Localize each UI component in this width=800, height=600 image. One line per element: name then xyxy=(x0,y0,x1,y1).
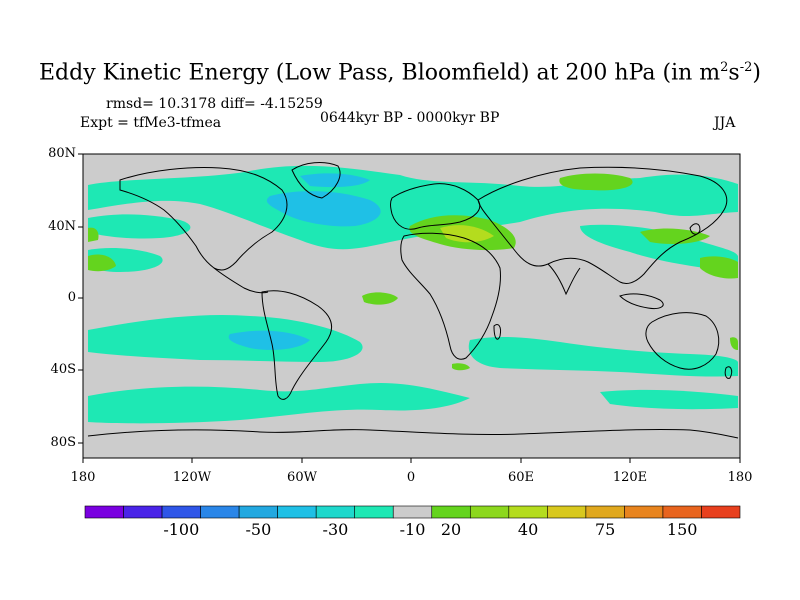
title-end: ) xyxy=(752,60,761,86)
lon-label: 120W xyxy=(172,470,212,485)
field-pacific-east xyxy=(580,224,738,272)
field-australia-green xyxy=(730,337,738,350)
lon-label: 180 xyxy=(70,470,96,485)
field-asia-green xyxy=(559,173,633,191)
coast-india xyxy=(547,263,581,296)
lon-label: 0 xyxy=(406,470,416,485)
axis-ticks xyxy=(78,153,741,463)
coast-madagascar xyxy=(493,323,501,340)
field-west-green xyxy=(88,227,99,242)
period-text: 0644kyr BP - 0000kyr BP xyxy=(320,110,500,126)
colorbar-box xyxy=(469,505,510,519)
coast-maritime xyxy=(619,293,664,309)
field-south-pacific-core xyxy=(228,330,310,350)
coast-antarctica xyxy=(87,428,739,439)
stats-text: rmsd= 10.3178 diff= -4.15259 xyxy=(106,96,323,112)
colorbar-box xyxy=(392,505,433,519)
lon-label: 60E xyxy=(507,470,535,485)
colorbar-label: -100 xyxy=(163,520,200,539)
field-south-green xyxy=(452,363,470,371)
colorbar-box xyxy=(508,505,548,519)
field-north-atlantic-core-2 xyxy=(300,173,370,188)
coast-greenland xyxy=(291,162,341,199)
colorbar-box xyxy=(624,505,664,519)
anomaly-fields xyxy=(88,165,738,424)
colorbar-box xyxy=(662,505,702,519)
field-southern-ocean-east xyxy=(600,389,738,410)
colorbar-box xyxy=(123,505,163,519)
expt-text: Expt = tfMe3-tfmea xyxy=(80,115,222,131)
colorbar-label: -30 xyxy=(322,520,349,539)
lon-label: 60W xyxy=(287,470,317,485)
title-sup-1: 2 xyxy=(720,60,729,75)
field-mediterranean-core xyxy=(440,225,494,243)
coast-south-america xyxy=(261,290,333,400)
field-wpac-green xyxy=(88,254,116,272)
season-text: JJA xyxy=(714,115,736,131)
field-atlantic-green xyxy=(362,292,398,305)
colorbar-label: -50 xyxy=(245,520,272,539)
lon-label: 180 xyxy=(727,470,753,485)
field-pacific-green-east xyxy=(700,256,738,279)
colorbar-box xyxy=(161,505,201,519)
field-south-pacific xyxy=(88,314,363,362)
title-text: Eddy Kinetic Energy (Low Pass, Bloomfiel… xyxy=(39,60,721,86)
coast-new-zealand xyxy=(724,366,733,379)
colorbar-box xyxy=(547,505,587,519)
colorbar-box xyxy=(238,505,278,519)
coast-japan xyxy=(689,223,701,235)
colorbar-box xyxy=(84,505,124,519)
field-north-atlantic-core xyxy=(266,191,381,227)
colorbar-box xyxy=(354,505,394,519)
lat-label: 40N xyxy=(48,219,76,234)
field-southern-ocean xyxy=(88,382,470,424)
colorbar-box xyxy=(585,505,625,519)
coast-australia xyxy=(645,312,720,370)
colorbar-boxes xyxy=(84,505,741,519)
coastlines xyxy=(87,162,739,439)
colorbar-label: 20 xyxy=(440,520,462,539)
lat-label: 80N xyxy=(48,146,76,161)
field-north-pacific-band xyxy=(88,214,191,239)
lat-label: 0 xyxy=(67,290,76,305)
coast-asia xyxy=(477,166,728,285)
lat-label: 80S xyxy=(50,435,76,450)
colorbar-box xyxy=(200,505,240,519)
coast-europe xyxy=(390,183,481,230)
colorbar-label: 40 xyxy=(517,520,539,539)
coast-africa xyxy=(400,232,501,360)
title-mid: s xyxy=(728,60,740,86)
lat-label: 40S xyxy=(50,362,76,377)
lon-label: 120E xyxy=(612,470,648,485)
title-sup-2: -2 xyxy=(739,60,753,75)
colorbar-label: 75 xyxy=(594,520,616,539)
colorbar-label: -10 xyxy=(399,520,426,539)
colorbar-label: 150 xyxy=(666,520,698,539)
field-south-indian xyxy=(468,336,738,377)
colorbar-box xyxy=(315,505,356,519)
colorbar-box xyxy=(431,505,471,519)
coast-north-america xyxy=(119,167,288,271)
chart-title: Eddy Kinetic Energy (Low Pass, Bloomfiel… xyxy=(0,60,800,85)
colorbar-box xyxy=(701,505,741,519)
colorbar-box xyxy=(277,505,317,519)
